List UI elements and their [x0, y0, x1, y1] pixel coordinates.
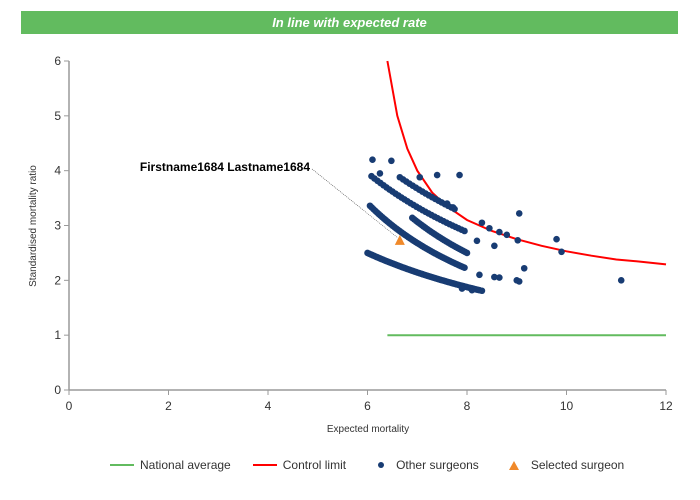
surgeon-point	[478, 287, 486, 295]
legend-dot-icon	[378, 462, 385, 468]
series-points	[364, 156, 625, 295]
surgeon-point	[458, 285, 466, 292]
surgeon-point	[515, 278, 523, 285]
legend-label: Selected surgeon	[530, 458, 625, 472]
surgeon-point	[514, 237, 522, 244]
surgeon-point	[443, 200, 451, 207]
surgeon-point	[496, 228, 503, 236]
surgeon-point	[503, 231, 511, 239]
x-tick-label: 4	[265, 399, 272, 413]
legend-item-national-average[interactable]: National average	[110, 458, 231, 472]
series-lines	[386, 60, 667, 337]
legend: National average Control limit Other sur…	[110, 458, 646, 472]
legend-label: National average	[140, 458, 231, 472]
surgeon-point	[491, 242, 498, 250]
surgeon-point	[376, 170, 384, 177]
y-tick-label: 3	[54, 219, 61, 233]
surgeon-point	[369, 156, 376, 163]
y-tick-label: 2	[54, 273, 61, 287]
legend-label: Control limit	[282, 458, 347, 472]
surgeon-point	[388, 157, 395, 165]
legend-item-other-surgeons[interactable]: Other surgeons	[368, 458, 479, 472]
annotation-leader-line	[311, 168, 399, 239]
legend-item-control-limit[interactable]: Control limit	[252, 458, 347, 472]
surgeon-point	[491, 273, 498, 281]
x-tick-label: 12	[659, 399, 673, 413]
legend-triangle-icon	[508, 460, 519, 470]
legend-label: Other surgeons	[396, 458, 479, 472]
y-tick-label: 5	[54, 109, 61, 123]
surgeon-point	[463, 249, 471, 257]
y-tick-label: 6	[54, 54, 61, 68]
x-axis-title: Expected mortality	[327, 424, 409, 435]
selected-surgeon-marker	[394, 234, 405, 245]
x-tick-label: 10	[560, 399, 574, 413]
surgeon-point	[553, 235, 560, 243]
surgeon-point	[486, 224, 493, 232]
surgeon-point	[496, 274, 503, 281]
x-tick-label: 2	[165, 399, 172, 413]
x-tick-label: 6	[364, 399, 371, 413]
surgeon-point	[558, 248, 565, 256]
legend-line-icon	[110, 464, 134, 466]
annotation-label: Firstname1684 Lastname1684	[140, 160, 310, 174]
control-limit-line	[386, 60, 667, 266]
legend-item-selected-surgeon[interactable]: Selected surgeon	[501, 458, 624, 472]
surgeon-point	[433, 171, 441, 179]
y-tick-label: 1	[54, 328, 61, 342]
status-banner: In line with expected rate	[21, 11, 678, 34]
y-tick-label: 0	[54, 383, 61, 397]
surgeon-point	[468, 286, 476, 294]
surgeon-point	[520, 264, 528, 272]
surgeon-point	[416, 173, 424, 181]
surgeon-point	[461, 264, 468, 272]
x-tick-label: 8	[464, 399, 471, 413]
y-tick-label: 4	[54, 164, 61, 178]
surgeon-point	[461, 227, 468, 235]
surgeon-point	[515, 210, 523, 217]
surgeon-point	[473, 237, 481, 245]
surgeon-point	[449, 204, 457, 211]
surgeon-point	[617, 277, 625, 284]
surgeon-point	[476, 271, 483, 279]
surgeon-point	[478, 219, 486, 227]
y-axis-title: Standardised mortality ratio	[28, 165, 39, 287]
legend-line-icon	[252, 464, 277, 466]
surgeon-point	[456, 171, 463, 179]
x-tick-label: 0	[66, 399, 73, 413]
annotation: Firstname1684 Lastname1684	[140, 160, 399, 239]
